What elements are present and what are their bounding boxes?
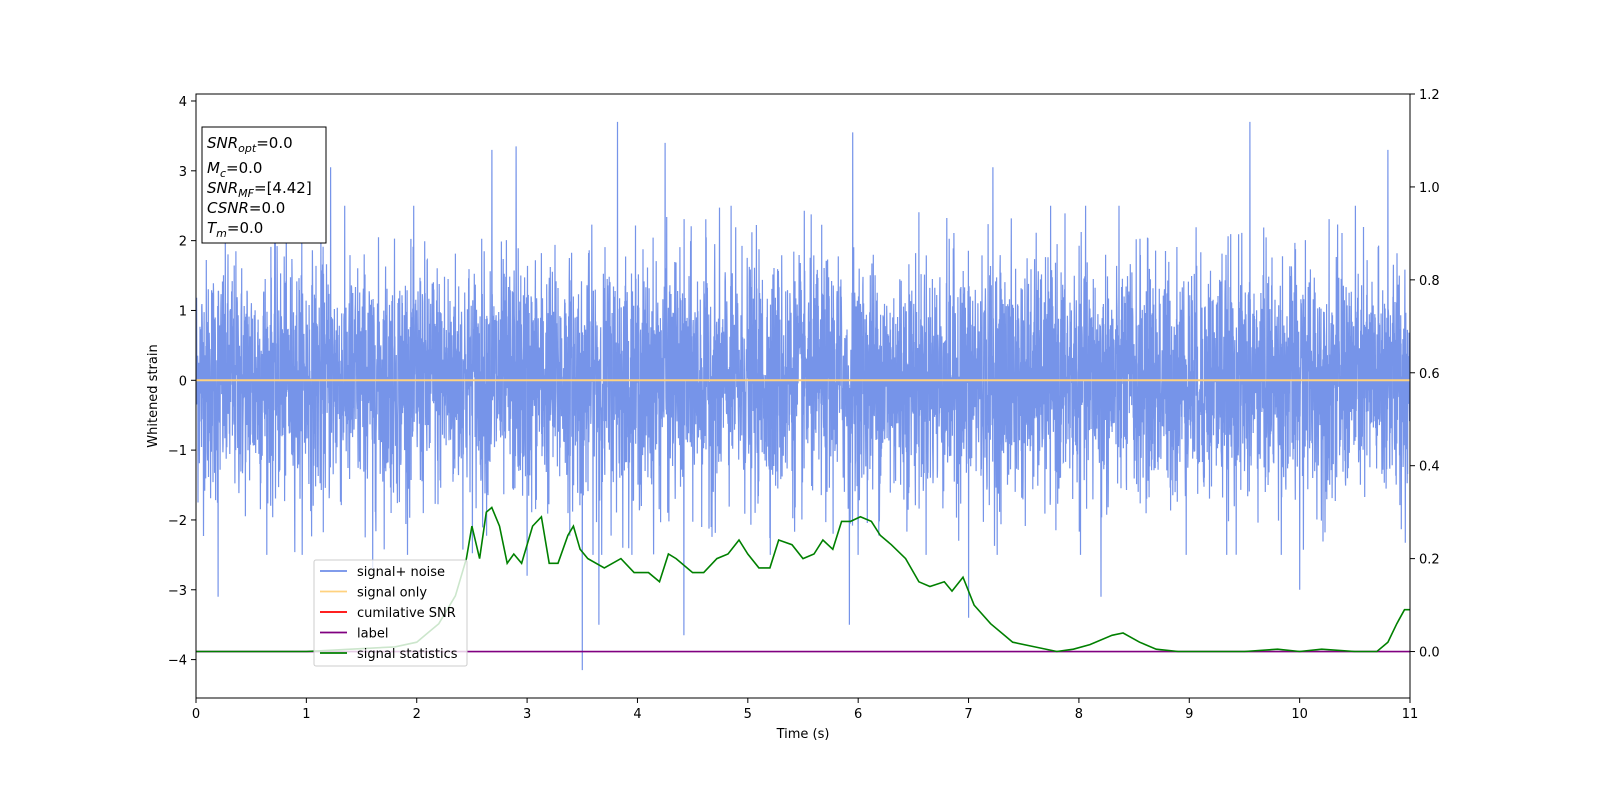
info-snr-mf: SNRMF=[4.42] <box>207 179 312 200</box>
y-tick-label: −1 <box>168 444 187 459</box>
y-tick-label: −3 <box>168 584 187 599</box>
x-tick-label: 7 <box>964 707 972 722</box>
x-tick-label: 8 <box>1075 707 1083 722</box>
y-tick-label: 2 <box>179 235 187 250</box>
y-axis-left: 4 3 2 1 0 −1 −2 −3 −4 <box>168 95 196 669</box>
x-tick-label: 5 <box>744 707 752 722</box>
legend: signal+ noise signal only cumilative SNR la… <box>313 559 468 667</box>
x-tick-label: 2 <box>413 707 421 722</box>
y-tick-label: −2 <box>168 514 187 529</box>
y-tick-label: 0 <box>179 374 187 389</box>
info-csnr: CSNR=0.0 <box>207 199 285 217</box>
y-axis-right: 1.2 1.0 0.8 0.6 0.4 0.2 0.0 <box>1410 88 1440 661</box>
legend-label: signal only <box>357 586 427 601</box>
y2-tick-label: 0.2 <box>1419 553 1440 568</box>
y2-tick-label: 1.0 <box>1419 181 1440 196</box>
x-tick-label: 6 <box>854 707 862 722</box>
y2-tick-label: 1.2 <box>1419 88 1440 103</box>
x-tick-label: 9 <box>1185 707 1193 722</box>
x-tick-label: 3 <box>523 707 531 722</box>
series-signal-noise <box>196 121 1410 671</box>
legend-label: signal statistics <box>357 647 458 662</box>
x-tick-label: 10 <box>1291 707 1308 722</box>
info-snr-opt: SNRopt=0.0 <box>207 134 293 155</box>
y-tick-label: −4 <box>168 654 187 669</box>
x-axis-label: Time (s) <box>776 727 830 742</box>
x-axis: 0 1 2 3 4 5 6 7 8 9 10 11 <box>192 698 1418 722</box>
info-mc: Mc=0.0 <box>207 159 262 180</box>
info-tm: Tm=0.0 <box>207 219 263 240</box>
legend-label: label <box>357 627 388 642</box>
x-tick-label: 1 <box>302 707 310 722</box>
x-tick-label: 4 <box>633 707 641 722</box>
legend-label: cumilative SNR <box>357 606 456 621</box>
y-tick-label: 3 <box>179 165 187 180</box>
y2-tick-label: 0.0 <box>1419 646 1440 661</box>
series-signal-statistics <box>196 506 1410 653</box>
y-tick-label: 1 <box>179 304 187 319</box>
info-box: SNRopt=0.0 Mc=0.0 SNRMF=[4.42] CSNR=0.0 … <box>201 126 327 244</box>
y2-tick-label: 0.8 <box>1419 274 1440 289</box>
y-axis-label: Whitened strain <box>146 344 161 447</box>
x-tick-label: 0 <box>192 707 200 722</box>
legend-label: signal+ noise <box>357 565 445 580</box>
y2-tick-label: 0.6 <box>1419 367 1440 382</box>
plot-frame <box>195 93 1411 699</box>
x-tick-label: 11 <box>1402 707 1419 722</box>
y-tick-label: 4 <box>179 95 187 110</box>
y2-tick-label: 0.4 <box>1419 460 1440 475</box>
